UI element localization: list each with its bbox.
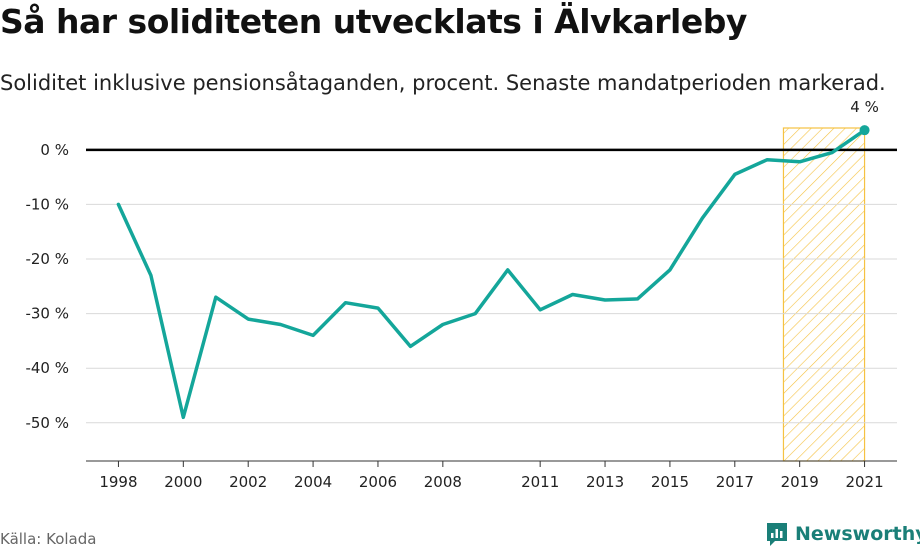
brand-name: Newsworthy [795,523,920,545]
x-tick-label: 2004 [294,473,332,491]
x-tick-label: 2000 [164,473,202,491]
x-tick-label: 2021 [845,473,883,491]
x-tick-label: 2008 [424,473,462,491]
x-tick-label: 2015 [651,473,689,491]
y-tick-label: -20 % [25,250,69,268]
end-value-label: 4 % [850,98,879,116]
source-text: Källa: Kolada [0,530,97,548]
x-tick-label: 2002 [229,473,267,491]
x-tick-label: 2011 [521,473,559,491]
y-tick-label: -40 % [25,359,69,377]
x-tick-label: 1998 [99,473,137,491]
y-tick-label: -30 % [25,305,69,323]
y-tick-label: -10 % [25,195,69,213]
series-line [116,128,867,420]
x-tick-label: 2013 [586,473,624,491]
chart-title: Så har soliditeten utvecklats i Älvkarle… [0,2,747,41]
brand-logo: Newsworthy [765,521,920,547]
newsworthy-logo-icon [767,523,787,546]
highlight-period [782,127,866,462]
y-tick-label: 0 % [40,141,69,159]
x-tick-label: 2017 [716,473,754,491]
y-tick-label: -50 % [25,414,69,432]
x-tick-label: 2006 [359,473,397,491]
chart-subtitle: Soliditet inklusive pensionsåtaganden, p… [0,71,886,95]
x-tick-label: 2019 [781,473,819,491]
end-point [859,125,870,136]
